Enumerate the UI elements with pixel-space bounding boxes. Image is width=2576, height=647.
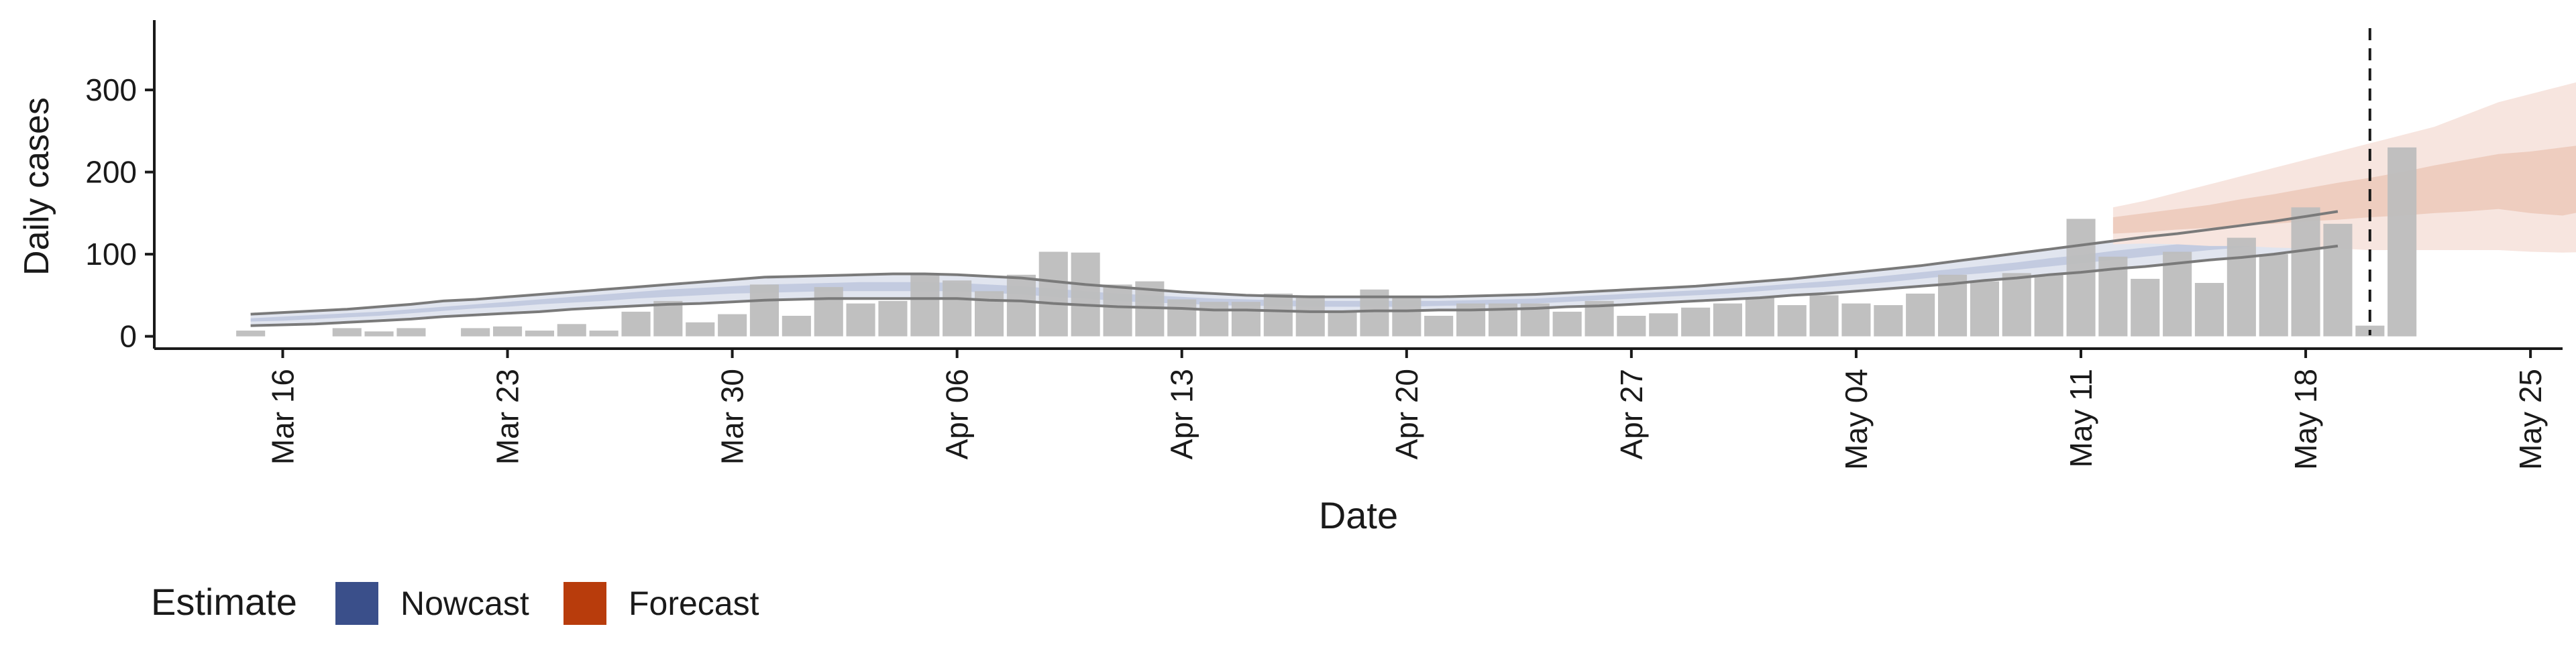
legend-key-nowcast bbox=[335, 582, 378, 625]
y-tick-label-2: 200 bbox=[85, 155, 137, 190]
bar-12 bbox=[621, 311, 651, 337]
bar-36 bbox=[1392, 296, 1421, 337]
x-tick-label-8: May 11 bbox=[2063, 369, 2098, 467]
bar-41 bbox=[1552, 311, 1582, 337]
nowcast-inner-ribbon bbox=[250, 225, 2338, 322]
bar-13 bbox=[653, 300, 683, 337]
x-tick-label-10: May 25 bbox=[2513, 369, 2548, 470]
x-tick-label-1: Mar 23 bbox=[490, 369, 525, 465]
bar-52 bbox=[1906, 293, 1935, 337]
bar-50 bbox=[1841, 303, 1871, 337]
bar-20 bbox=[878, 300, 908, 337]
bar-60 bbox=[2163, 251, 2192, 337]
bar-32 bbox=[1263, 293, 1293, 337]
bar-57 bbox=[2066, 219, 2096, 337]
x-tick-label-6: Apr 27 bbox=[1614, 369, 1649, 460]
bar-31 bbox=[1231, 302, 1260, 337]
bar-series bbox=[236, 147, 2417, 337]
legend-label-forecast: Forecast bbox=[629, 585, 759, 622]
bar-49 bbox=[1809, 295, 1839, 337]
bar-14 bbox=[686, 322, 715, 337]
nowcast-lower-line bbox=[250, 244, 2339, 327]
nowcast-upper-line bbox=[250, 210, 2339, 316]
bar-47 bbox=[1745, 298, 1774, 337]
bar-65 bbox=[2323, 223, 2353, 337]
bar-21 bbox=[910, 273, 940, 337]
bar-5 bbox=[396, 328, 426, 337]
bar-63 bbox=[2259, 254, 2288, 337]
bar-26 bbox=[1071, 252, 1100, 337]
bar-34 bbox=[1328, 311, 1357, 337]
bar-45 bbox=[1681, 307, 1711, 337]
bar-67 bbox=[2387, 147, 2417, 337]
bar-44 bbox=[1649, 313, 1678, 337]
bar-54 bbox=[1970, 281, 1999, 337]
bar-4 bbox=[364, 331, 394, 337]
bar-25 bbox=[1038, 251, 1068, 337]
x-tick-label-4: Apr 13 bbox=[1165, 369, 1199, 460]
y-tick-label-0: 0 bbox=[119, 319, 137, 354]
bar-62 bbox=[2226, 237, 2256, 337]
nowcast-band-lines bbox=[250, 210, 2339, 327]
bar-7 bbox=[461, 328, 490, 337]
y-tick-label-1: 100 bbox=[85, 237, 137, 272]
bar-23 bbox=[975, 291, 1004, 337]
bar-9 bbox=[525, 331, 554, 337]
x-tick-label-5: Apr 20 bbox=[1389, 369, 1424, 460]
bar-38 bbox=[1456, 303, 1486, 337]
bar-18 bbox=[814, 287, 843, 337]
axes: 0 100 200 300 Mar 16 Mar 23 Mar 30 Apr 06 Apr 13… bbox=[85, 20, 2563, 470]
bar-3 bbox=[332, 328, 362, 337]
bar-30 bbox=[1199, 302, 1229, 337]
bar-33 bbox=[1295, 295, 1325, 337]
x-tick-label-9: May 18 bbox=[2288, 369, 2323, 470]
x-tick-label-0: Mar 16 bbox=[266, 369, 301, 465]
y-axis-label: Daily cases bbox=[17, 97, 56, 276]
bar-56 bbox=[2034, 274, 2063, 337]
bar-27 bbox=[1103, 284, 1132, 337]
y-tick-label-3: 300 bbox=[85, 72, 137, 107]
bar-55 bbox=[2002, 273, 2031, 337]
bar-29 bbox=[1167, 299, 1197, 337]
bar-17 bbox=[782, 316, 811, 337]
bar-16 bbox=[749, 284, 779, 337]
bar-11 bbox=[589, 331, 619, 337]
legend-key-forecast bbox=[564, 582, 606, 625]
bar-10 bbox=[557, 324, 586, 337]
legend-title: Estimate bbox=[151, 581, 297, 623]
legend-label-nowcast: Nowcast bbox=[400, 585, 529, 622]
x-axis-label: Date bbox=[1319, 494, 1398, 536]
bar-24 bbox=[1006, 274, 1036, 337]
bar-46 bbox=[1713, 303, 1742, 337]
bar-51 bbox=[1874, 305, 1903, 337]
bar-0 bbox=[236, 331, 266, 337]
bar-8 bbox=[493, 326, 523, 337]
bar-37 bbox=[1424, 316, 1454, 337]
bar-19 bbox=[846, 303, 875, 337]
bar-43 bbox=[1617, 316, 1646, 337]
forecast-inner-ribbon bbox=[2112, 145, 2576, 234]
bar-48 bbox=[1777, 305, 1807, 337]
bar-59 bbox=[2131, 278, 2160, 337]
legend: Estimate Nowcast Forecast bbox=[151, 581, 759, 625]
bar-22 bbox=[943, 280, 972, 337]
bar-64 bbox=[2291, 207, 2320, 337]
forecast-ribbons bbox=[2112, 82, 2576, 253]
bar-61 bbox=[2194, 283, 2224, 337]
x-tick-label-7: May 04 bbox=[1839, 369, 1874, 470]
bar-15 bbox=[718, 314, 747, 337]
x-tick-label-2: Mar 30 bbox=[715, 369, 750, 465]
x-tick-label-3: Apr 06 bbox=[940, 369, 975, 460]
